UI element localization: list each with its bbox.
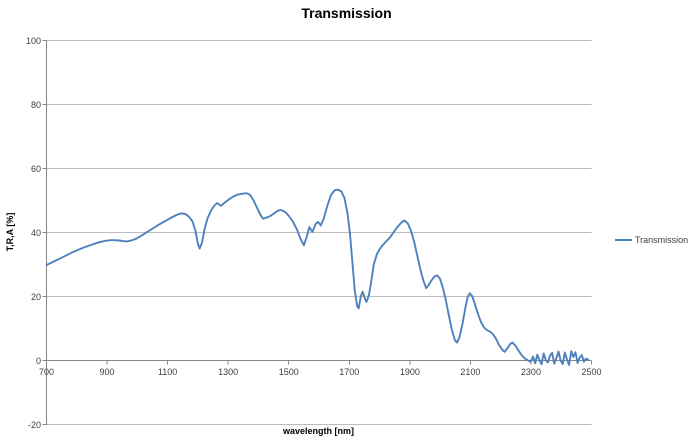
x-tick-label: 700 [38,367,55,377]
y-axis-title: T,R,A [%] [5,212,15,252]
axes [42,40,592,425]
x-tick-label: 2300 [520,367,541,377]
y-tick-label: 80 [30,99,41,110]
x-tick-label: 1100 [157,367,178,377]
x-tick-label: 1500 [278,367,299,377]
x-tick-label: 1700 [339,367,360,377]
legend-line-marker [615,239,632,241]
gridlines [46,40,592,425]
x-tick-label: 1300 [218,367,239,377]
x-tick-label: 2500 [581,367,602,377]
y-tick-label: 0 [35,355,41,366]
x-tick-label: 900 [99,367,115,377]
y-tick-label: -20 [27,419,41,430]
y-tick-label: 60 [30,163,41,174]
y-tick-label: 100 [25,35,41,46]
y-tick-label: 40 [30,227,41,238]
x-tick-label: 2100 [460,367,481,377]
legend: Transmission [615,235,688,245]
chart-title: Transmission [301,5,392,21]
series-line [45,188,590,366]
x-axis-title: wavelength [nm] [282,426,354,436]
x-tick-label: 1900 [399,367,420,377]
legend-label: Transmission [635,235,689,245]
y-tick-label: 20 [30,291,41,302]
